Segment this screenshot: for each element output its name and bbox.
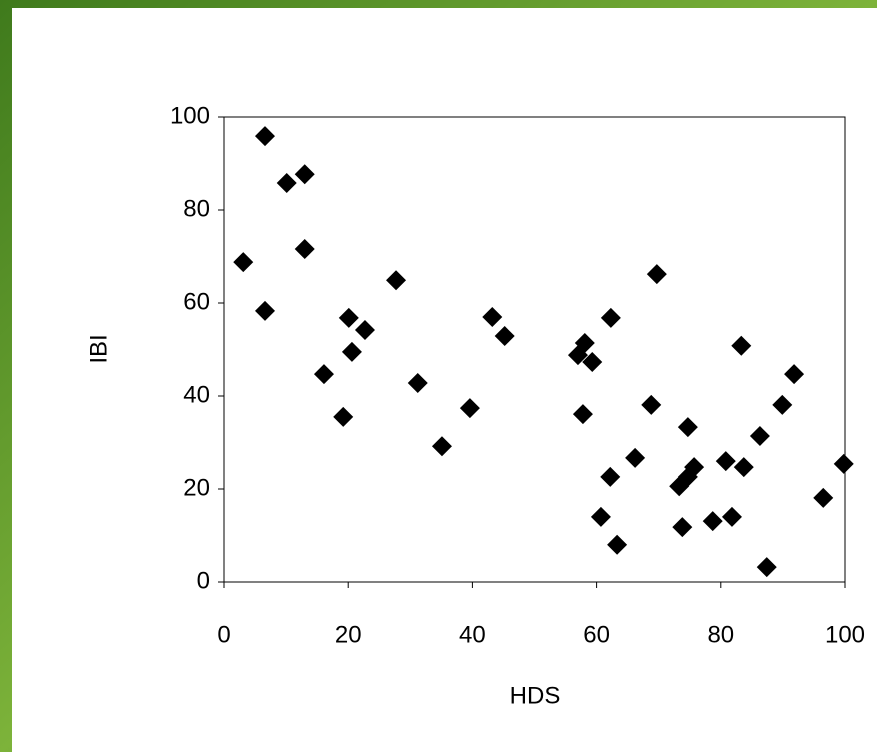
x-tick-label: 20 [335,621,362,648]
point [407,372,428,393]
y-tick-label: 20 [183,474,210,501]
point [600,466,621,487]
point [386,270,407,291]
point [254,126,275,147]
point [677,417,698,438]
point [276,173,297,194]
x-tick-label: 60 [583,621,610,648]
point [313,364,334,385]
point [294,164,315,185]
point [833,453,854,474]
point [721,506,742,527]
point [590,506,611,527]
point [784,364,805,385]
point [684,457,705,478]
point [756,557,777,578]
point [338,307,359,328]
y-tick-label: 0 [197,567,210,594]
point [715,451,736,472]
point [354,319,375,340]
point [459,398,480,419]
point [572,404,593,425]
point [646,264,667,285]
point [333,406,354,427]
point [702,511,723,532]
point [294,239,315,260]
point [607,534,628,555]
point [482,306,503,327]
plot-frame [223,116,846,583]
y-tick-label: 80 [183,195,210,222]
y-tick-label: 100 [170,102,210,129]
panel [12,8,877,752]
point [341,341,362,362]
point [233,252,254,273]
x-tick-label: 40 [459,621,486,648]
y-tick-label: 60 [183,288,210,315]
point [813,487,834,508]
point [600,307,621,328]
point [749,425,770,446]
point [731,335,752,356]
x-tick-label: 0 [217,621,230,648]
point [431,436,452,457]
x-tick-label: 100 [825,621,865,648]
point [625,447,646,468]
x-tick-label: 80 [707,621,734,648]
point [574,332,595,353]
point [582,352,603,373]
y-axis-label: IBI [85,334,112,363]
point [772,394,793,415]
point [672,517,693,538]
point [641,394,662,415]
x-axis-label: HDS [510,682,561,709]
point [733,457,754,478]
y-tick-label: 40 [183,381,210,408]
point [254,300,275,321]
point [494,326,515,347]
